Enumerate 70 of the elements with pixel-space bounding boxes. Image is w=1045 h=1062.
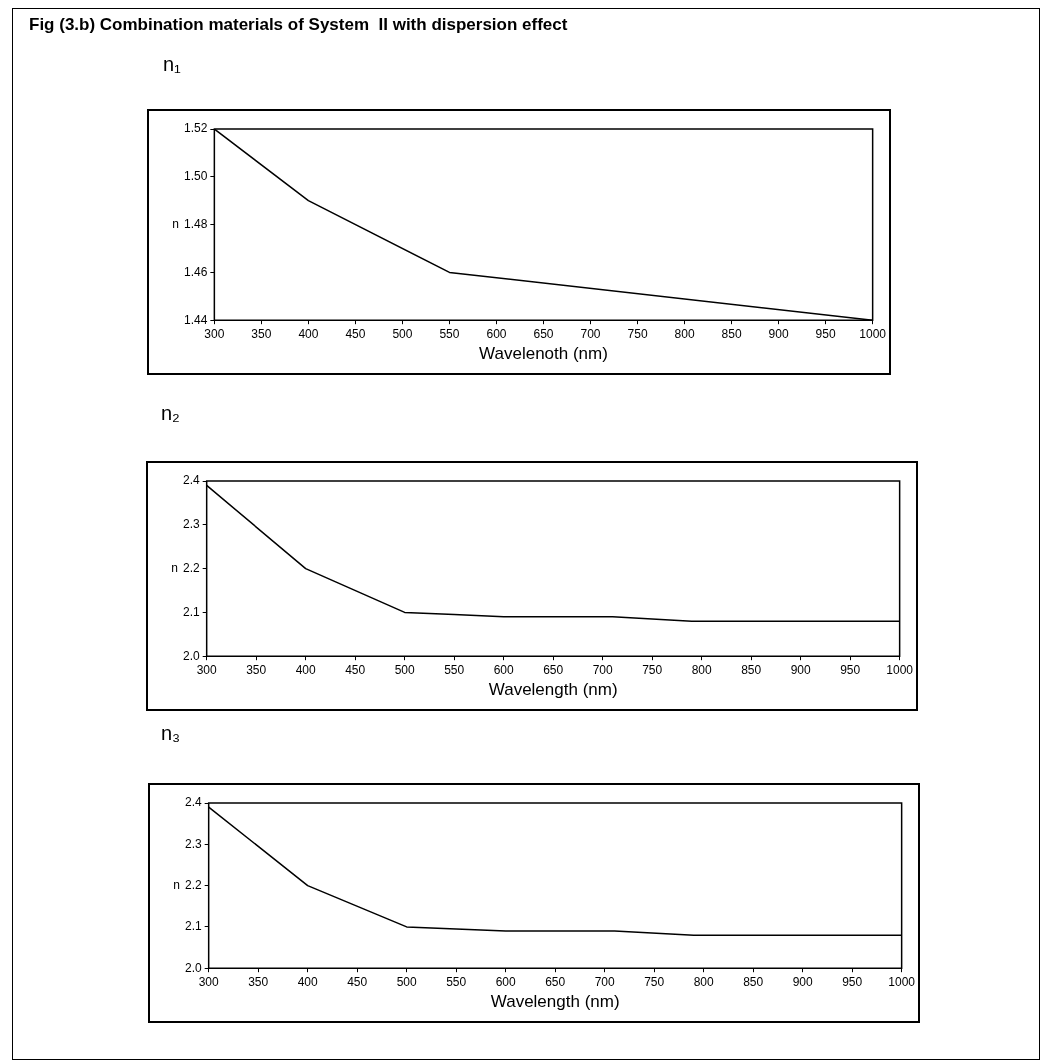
- x-tick-label: 750: [644, 974, 665, 989]
- y-tick-label: 2.4: [184, 795, 202, 810]
- y-tick-label: 2.3: [182, 517, 200, 532]
- x-tick-label: 900: [790, 662, 811, 677]
- x-tick-label: 650: [543, 662, 564, 677]
- text: Fig (3.b) Combination materials of System II with dispersion effect: [29, 15, 568, 35]
- y-tick-label: 2.1: [182, 604, 200, 619]
- y-tick-label: 1.52: [184, 121, 208, 136]
- y-tick-label: 1.48: [184, 216, 208, 231]
- x-tick-label: 800: [691, 662, 712, 677]
- y-axis-title: n: [171, 560, 178, 575]
- x-tick-label: 800: [693, 974, 714, 989]
- x-tick-label: 950: [815, 326, 836, 341]
- x-axis-title: Wavelength (nm): [488, 680, 618, 700]
- x-tick-label: 400: [295, 662, 317, 677]
- y-tick-label: 1.44: [184, 312, 208, 327]
- x-tick-label: 600: [495, 974, 516, 989]
- chart-title: n₁: [163, 53, 181, 76]
- x-tick-label: 450: [347, 974, 368, 989]
- x-tick-label: 500: [392, 326, 413, 341]
- x-tick-label: 950: [842, 974, 863, 989]
- x-tick-label: 900: [768, 326, 789, 341]
- x-tick-label: 350: [246, 662, 267, 677]
- x-tick-label: 500: [396, 974, 418, 989]
- x-tick-label: 450: [345, 662, 366, 677]
- x-tick-label: 350: [248, 974, 269, 989]
- x-tick-label: 550: [439, 326, 460, 341]
- x-tick-label: 300: [196, 662, 218, 677]
- chart-title: n₂: [161, 402, 180, 425]
- x-tick-label: 850: [721, 326, 742, 341]
- x-tick-label: 600: [486, 326, 507, 341]
- x-tick-label: 850: [743, 974, 764, 989]
- y-tick-label: 2.0: [182, 648, 200, 663]
- x-tick-label: 850: [741, 662, 762, 677]
- y-axis-title: n: [172, 216, 179, 231]
- y-axis-title: n: [173, 877, 180, 892]
- x-tick-label: 500: [394, 662, 416, 677]
- x-tick-label: 650: [545, 974, 566, 989]
- x-tick-label: 900: [792, 974, 813, 989]
- x-tick-label: 400: [297, 974, 319, 989]
- x-tick-label: 1000: [886, 662, 914, 677]
- x-tick-label: 1000: [859, 326, 887, 341]
- y-tick-label: 2.1: [184, 919, 202, 934]
- y-tick-label: 2.0: [184, 960, 202, 975]
- chart-title: n₃: [161, 722, 181, 745]
- y-tick-label: 1.50: [184, 169, 208, 184]
- x-tick-label: 700: [580, 326, 601, 341]
- x-tick-label: 700: [592, 662, 613, 677]
- y-tick-label: 2.2: [184, 877, 202, 892]
- x-tick-label: 300: [198, 974, 220, 989]
- y-tick-label: 1.46: [184, 264, 208, 279]
- x-tick-label: 400: [298, 326, 319, 341]
- x-tick-label: 450: [345, 326, 366, 341]
- y-tick-label: 2.4: [182, 473, 200, 488]
- x-tick-label: 650: [533, 326, 554, 341]
- x-tick-label: 950: [840, 662, 861, 677]
- x-tick-label: 700: [594, 974, 615, 989]
- x-axis-title: Wavelenoth (nm): [479, 344, 608, 364]
- y-tick-label: 2.3: [184, 836, 202, 851]
- x-tick-label: 750: [642, 662, 663, 677]
- x-tick-label: 550: [446, 974, 467, 989]
- x-tick-label: 550: [444, 662, 465, 677]
- x-axis-title: Wavelength (nm): [490, 992, 620, 1012]
- x-tick-label: 350: [251, 326, 272, 341]
- x-tick-label: 750: [627, 326, 648, 341]
- x-tick-label: 300: [204, 326, 225, 341]
- y-tick-label: 2.2: [182, 560, 200, 575]
- x-tick-label: 1000: [888, 974, 916, 989]
- x-tick-label: 800: [674, 326, 695, 341]
- x-tick-label: 600: [493, 662, 514, 677]
